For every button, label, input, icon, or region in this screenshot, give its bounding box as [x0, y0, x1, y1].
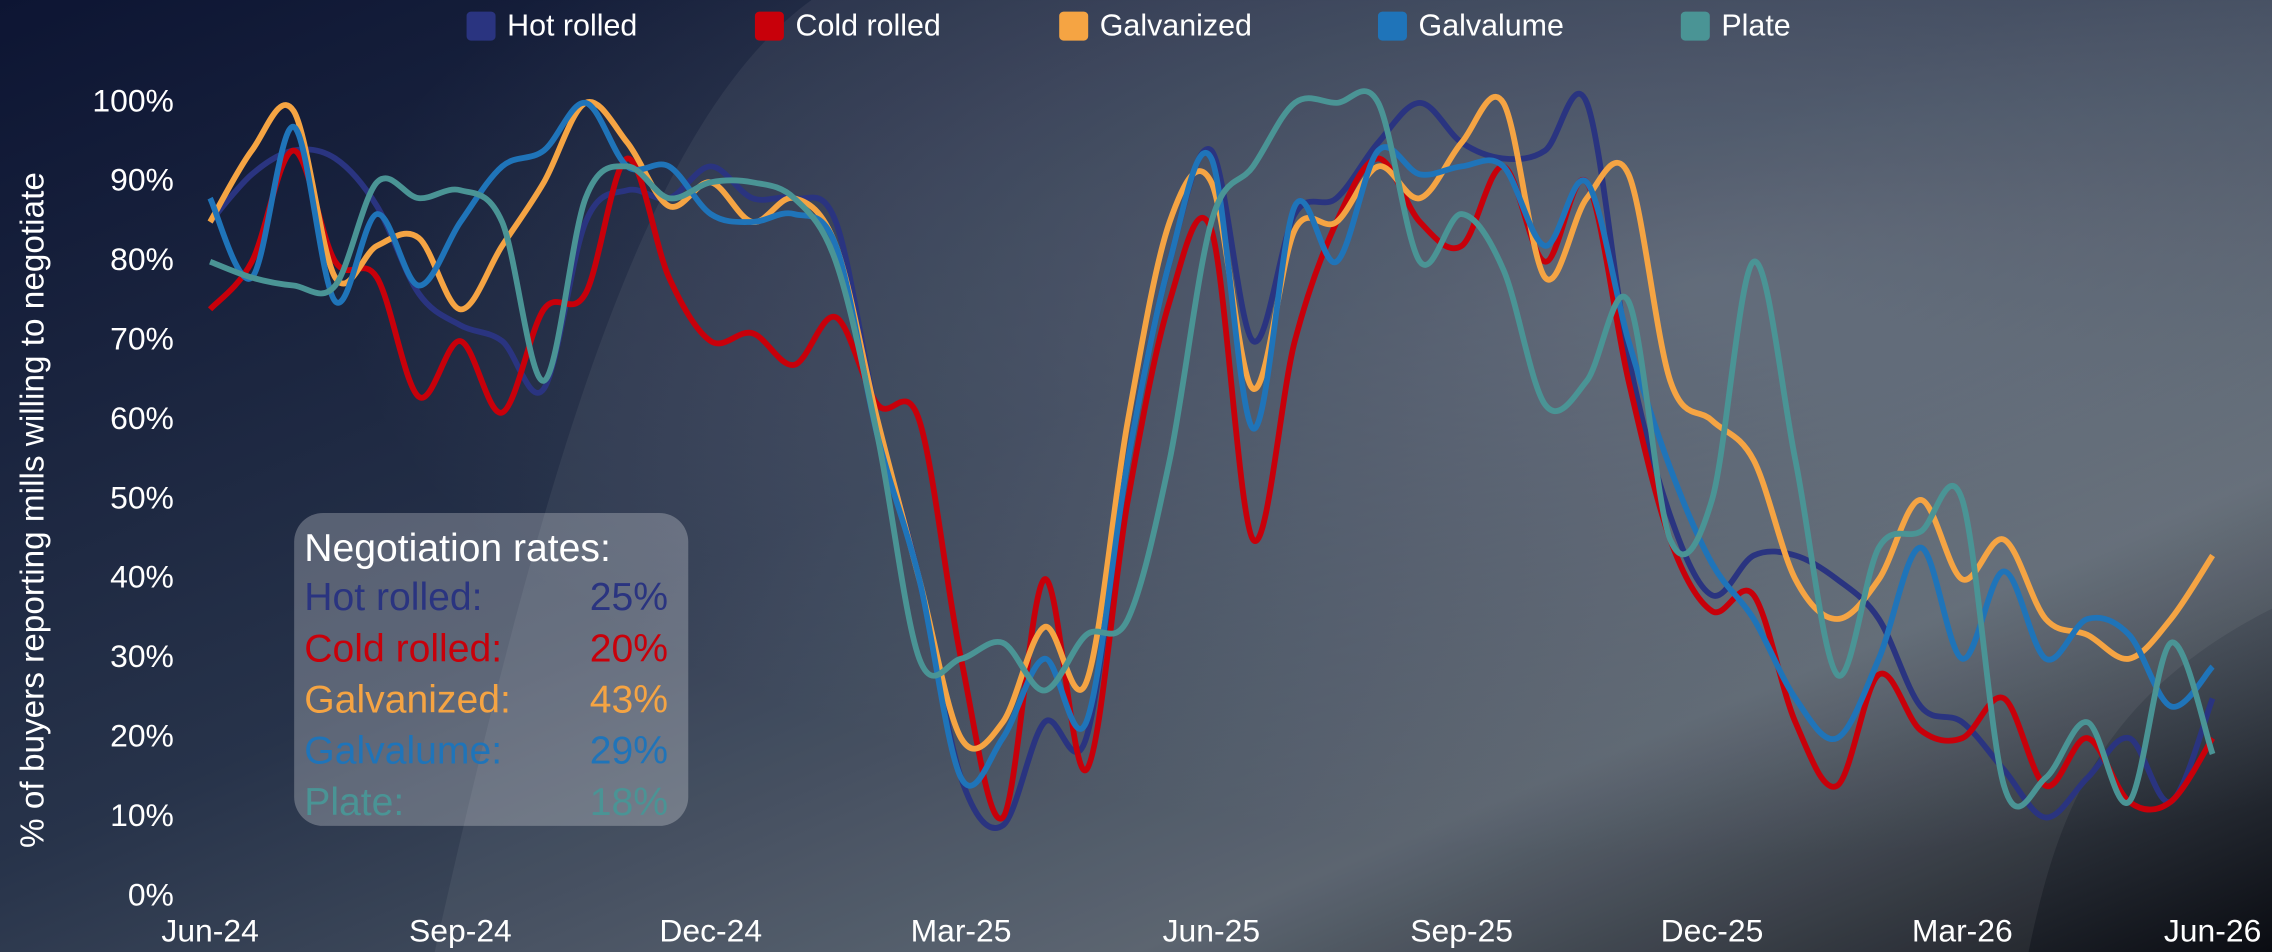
y-tick-label: 90% [110, 162, 174, 198]
x-tick-label: Dec-24 [659, 913, 762, 949]
legend-label: Galvanized [1100, 9, 1252, 43]
series-line [207, 99, 2215, 789]
x-tick-label: Sep-24 [409, 913, 512, 949]
x-tick-label: Sep-25 [1410, 913, 1513, 949]
annotation-title: Negotiation rates: [304, 527, 611, 570]
annotation-label: Galvalume: [304, 730, 502, 773]
x-tick-label: Mar-25 [911, 913, 1012, 949]
series-line [209, 88, 2216, 810]
x-tick-label: Jun-24 [161, 913, 258, 949]
y-tick-label: 10% [110, 797, 174, 833]
annotation-label: Hot rolled: [304, 576, 482, 619]
y-tick-label: 100% [92, 82, 173, 118]
y-tick-label: 50% [110, 479, 174, 515]
series-line [207, 147, 2216, 822]
y-tick-label: 20% [110, 718, 174, 754]
x-tick-label: Dec-25 [1661, 913, 1764, 949]
y-tick-label: 70% [110, 321, 174, 357]
annotation-label: Galvanized: [304, 679, 511, 722]
legend-swatch [754, 11, 784, 41]
annotation-value: 29% [590, 730, 668, 773]
annotation-value: 20% [590, 627, 668, 670]
annotation-label: Plate: [304, 781, 404, 824]
legend-label: Hot rolled [507, 9, 637, 43]
annotation-value: 43% [590, 679, 668, 722]
y-tick-label: 80% [110, 241, 174, 277]
coil-shape [434, 0, 2272, 952]
x-tick-label: Jun-25 [1163, 913, 1260, 949]
legend-label: Galvalume [1419, 9, 1564, 43]
legend-swatch [1377, 11, 1407, 41]
y-tick-label: 0% [128, 876, 174, 912]
y-tick-label: 40% [110, 559, 174, 595]
legend-swatch [466, 11, 496, 41]
annotation-label: Cold rolled: [304, 627, 502, 670]
legend-label: Cold rolled [795, 9, 940, 43]
legend-swatch [1680, 11, 1710, 41]
legend-swatch [1059, 11, 1089, 41]
x-tick-label: Jun-26 [2164, 913, 2261, 949]
y-axis-label: % of buyers reporting mills willing to n… [15, 172, 52, 848]
y-tick-label: 60% [110, 400, 174, 436]
y-tick-label: 30% [110, 638, 174, 674]
annotation-box [294, 512, 689, 826]
x-tick-label: Mar-26 [1912, 913, 2013, 949]
legend-label: Plate [1721, 9, 1790, 43]
annotation-value: 25% [590, 576, 668, 619]
annotation-value: 18% [590, 781, 668, 824]
